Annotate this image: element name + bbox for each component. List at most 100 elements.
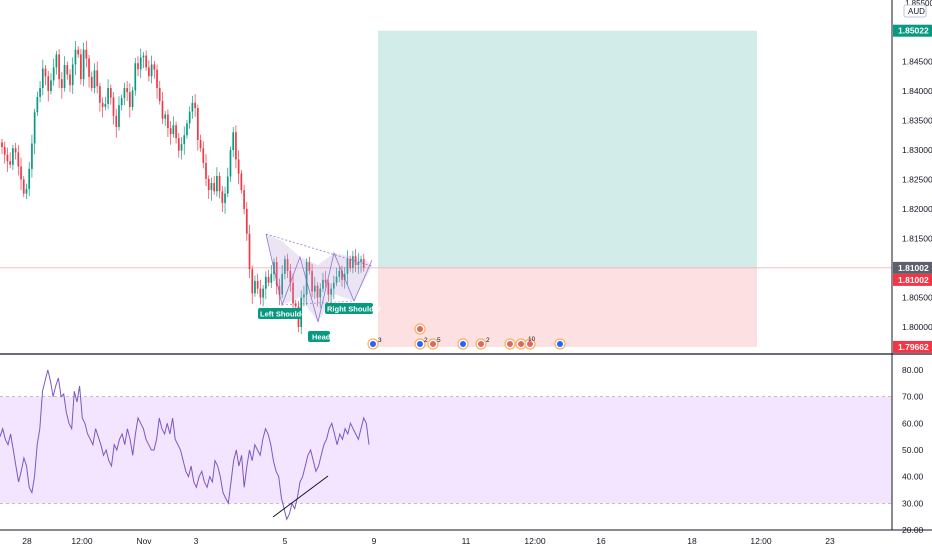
- candle-body: [69, 74, 71, 86]
- pattern-fill: [266, 234, 372, 322]
- flag-icon: [430, 341, 436, 347]
- candle-body: [137, 63, 139, 70]
- candle-body: [104, 103, 107, 107]
- candle-body: [131, 90, 134, 107]
- event-marker-9[interactable]: 10: [524, 336, 536, 350]
- candle-body: [232, 132, 235, 150]
- price-axis-top-label: 1.85500: [905, 0, 932, 8]
- rsi-pane[interactable]: [0, 369, 892, 521]
- candle-body: [109, 88, 112, 98]
- event-marker-7[interactable]: [504, 338, 516, 350]
- candle-body: [47, 76, 50, 91]
- flag-icon: [527, 341, 533, 347]
- head-label-box[interactable]: [308, 331, 330, 342]
- candle-body: [352, 256, 354, 268]
- candle-body: [120, 98, 123, 106]
- candle-body: [221, 191, 224, 204]
- globe-icon: [370, 341, 376, 347]
- candle-body: [167, 114, 169, 129]
- candle-body: [289, 270, 292, 283]
- rsi-tick-label: 60.00: [902, 418, 924, 428]
- currency-box[interactable]: [903, 4, 927, 18]
- candle-body: [281, 273, 284, 295]
- profit-zone[interactable]: [378, 30, 757, 268]
- event-marker-2[interactable]: [414, 323, 426, 335]
- time-tick-label: 18: [687, 536, 697, 546]
- rsi-tick-label: 70.00: [902, 392, 924, 402]
- right-shoulder-label-box[interactable]: [325, 303, 373, 314]
- candle-body: [199, 139, 202, 149]
- stop-price-tag: 1.79662: [898, 342, 929, 352]
- head-label: Head: [312, 333, 331, 342]
- candle-body: [115, 115, 118, 127]
- candle-body: [175, 125, 177, 139]
- candle-body: [17, 152, 20, 167]
- candle-body: [294, 303, 297, 307]
- price-tags: 1.85022 1.81002 1.81002 1.79662: [893, 24, 932, 353]
- candle-body: [202, 148, 205, 163]
- candle-body: [77, 49, 80, 55]
- price-tick-label: 1.83500: [902, 116, 932, 126]
- time-axis[interactable]: 28 12:00 Nov 3 5 9 11 12:00 16 18 12:00 23: [22, 536, 835, 546]
- candle-body: [118, 105, 120, 127]
- event-marker-1[interactable]: 3: [367, 337, 382, 350]
- candle-body: [107, 88, 109, 104]
- svg-text:2: 2: [486, 337, 490, 344]
- candle-body: [349, 259, 352, 268]
- candle-body: [20, 166, 22, 180]
- candle-body: [267, 276, 270, 283]
- event-markers[interactable]: 3 2 5 2 10: [367, 323, 566, 350]
- candle-body: [88, 58, 90, 77]
- event-marker-3[interactable]: 2: [414, 337, 428, 350]
- candle-body: [305, 262, 308, 295]
- event-marker-6[interactable]: 2: [475, 337, 490, 350]
- flag-icon: [417, 326, 423, 332]
- candle-body: [22, 179, 25, 194]
- candle-body: [164, 114, 167, 119]
- candle-body: [196, 108, 199, 140]
- candle-body: [44, 68, 47, 77]
- flag-icon: [518, 341, 524, 347]
- candle-body: [153, 64, 156, 70]
- rsi-tick-label: 20.00: [902, 525, 924, 535]
- candle-body: [12, 148, 14, 165]
- candle-body: [31, 143, 33, 169]
- candle-body: [229, 150, 232, 177]
- rsi-axis[interactable]: 80.00 70.00 60.00 50.00 40.00 30.00 20.00: [902, 365, 924, 535]
- candle-body: [55, 54, 58, 68]
- candle-body: [134, 63, 137, 91]
- candle-body: [14, 148, 17, 153]
- candle-body: [338, 270, 341, 277]
- price-tick-label: 1.82500: [902, 175, 932, 185]
- event-marker-10[interactable]: [554, 338, 566, 350]
- candle-body: [126, 88, 128, 93]
- rsi-tick-label: 80.00: [902, 365, 924, 375]
- candle-body: [112, 97, 115, 116]
- candle-body: [354, 256, 357, 266]
- rsi-divergence-trendline[interactable]: [272, 475, 329, 518]
- candle-body: [357, 262, 360, 266]
- candle-body: [172, 125, 175, 135]
- candle-body: [360, 259, 362, 263]
- time-tick-label: 12:00: [524, 536, 546, 546]
- candle-body: [3, 147, 6, 155]
- price-axis[interactable]: 1.84500 1.84000 1.83500 1.83000 1.82500 1.820…: [902, 57, 932, 333]
- candle-body: [96, 70, 99, 87]
- candle-body: [270, 273, 273, 283]
- left-shoulder-label-box[interactable]: [258, 308, 302, 319]
- candle-body: [213, 183, 216, 192]
- candle-body: [194, 102, 196, 109]
- head-and-shoulders-drawing[interactable]: Left Shoulder Head Right Shoulder: [258, 233, 381, 342]
- event-marker-4[interactable]: 5: [427, 337, 441, 350]
- loss-zone[interactable]: [378, 267, 757, 347]
- candle-body: [71, 64, 74, 86]
- event-marker-5[interactable]: [457, 338, 469, 350]
- time-tick-label: 12:00: [750, 536, 772, 546]
- target-price-tag-box: [893, 24, 932, 37]
- candle-body: [262, 288, 264, 298]
- candle-body: [346, 259, 349, 274]
- candle-body: [28, 168, 31, 189]
- neckline-lower: [281, 300, 355, 306]
